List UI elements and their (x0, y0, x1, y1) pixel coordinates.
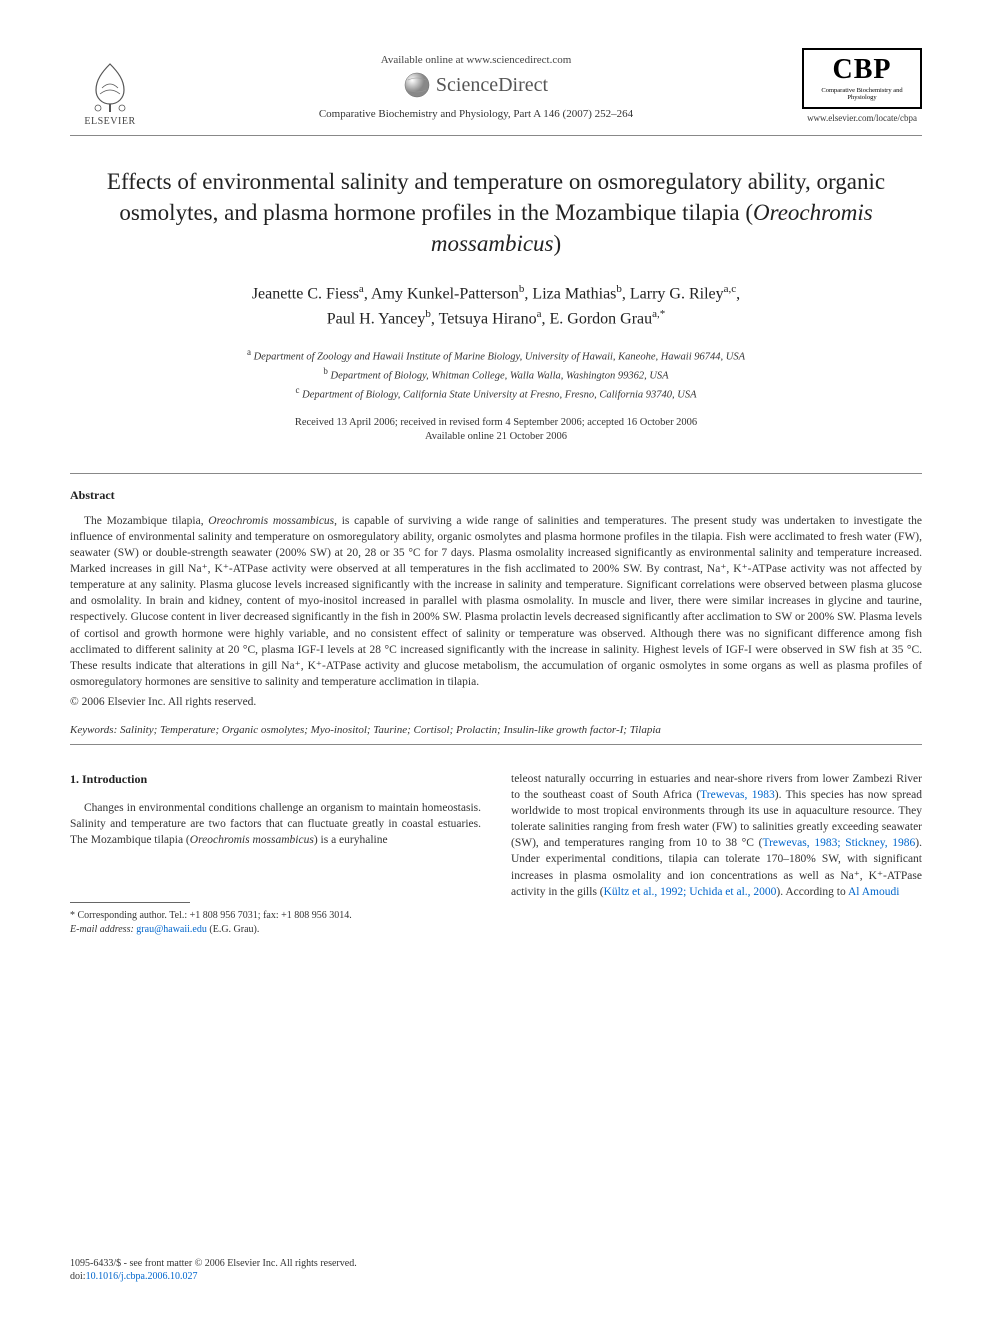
author-3-sup: b (616, 283, 622, 295)
center-header: Available online at www.sciencedirect.co… (150, 48, 802, 120)
intro-col1-species: Oreochromis mossambicus (190, 834, 314, 846)
aff-a: Department of Zoology and Hawaii Institu… (251, 351, 745, 362)
keywords-label: Keywords: (70, 724, 117, 736)
author-5: Paul H. Yancey (327, 311, 426, 328)
journal-logo-block: CBP Comparative Biochemistry and Physiol… (802, 48, 922, 123)
elsevier-label: ELSEVIER (84, 116, 135, 127)
intro-col2-paragraph: teleost naturally occurring in estuaries… (511, 771, 922, 900)
author-7-sup: a,* (652, 308, 665, 320)
aff-b: Department of Biology, Whitman College, … (328, 371, 669, 382)
sciencedirect-text: ScienceDirect (436, 74, 548, 97)
abstract-copyright: © 2006 Elsevier Inc. All rights reserved… (70, 696, 922, 708)
aff-c: Department of Biology, California State … (299, 390, 696, 401)
sciencedirect-logo: ScienceDirect (404, 72, 548, 98)
dates-line2: Available online 21 October 2006 (70, 430, 922, 445)
abstract-heading: Abstract (70, 488, 922, 503)
title-post: ) (554, 231, 562, 256)
header-divider (70, 135, 922, 136)
footnote-email[interactable]: grau@hawaii.edu (134, 924, 207, 935)
abstract-body: The Mozambique tilapia, Oreochromis moss… (70, 513, 922, 690)
footnote-email-row: E-mail address: grau@hawaii.edu (E.G. Gr… (70, 923, 481, 937)
keywords: Keywords: Salinity; Temperature; Organic… (70, 724, 922, 736)
affiliations: a Department of Zoology and Hawaii Insti… (70, 346, 922, 404)
footer-doi[interactable]: 10.1016/j.cbpa.2006.10.027 (86, 1271, 198, 1282)
author-1: Jeanette C. Fiess (252, 285, 359, 302)
author-3: Liza Mathias (532, 285, 616, 302)
journal-citation: Comparative Biochemistry and Physiology,… (150, 108, 802, 120)
page-header: ELSEVIER Available online at www.science… (70, 48, 922, 127)
dates-line1: Received 13 April 2006; received in revi… (70, 416, 922, 431)
corresponding-footnote: * Corresponding author. Tel.: +1 808 956… (70, 909, 481, 937)
keywords-divider (70, 744, 922, 745)
sciencedirect-icon (404, 72, 430, 98)
cbp-url: www.elsevier.com/locate/cbpa (802, 113, 922, 123)
cbp-subtitle: Comparative Biochemistry and Physiology (808, 87, 916, 101)
article-dates: Received 13 April 2006; received in revi… (70, 416, 922, 445)
author-6-sup: a (537, 308, 542, 320)
footnote-divider (70, 902, 190, 903)
author-2-sup: b (519, 283, 525, 295)
author-list: Jeanette C. Fiessa, Amy Kunkel-Patterson… (70, 281, 922, 332)
abstract-post: , is capable of surviving a wide range o… (70, 515, 922, 688)
abstract-species: Oreochromis mossambicus (208, 515, 334, 527)
cite-kultz-uchida[interactable]: Kültz et al., 1992; Uchida et al., 2000 (604, 886, 777, 898)
author-1-sup: a (359, 283, 364, 295)
column-left: 1. Introduction Changes in environmental… (70, 771, 481, 937)
cite-trewevas-stickney[interactable]: Trewevas, 1983; Stickney, 1986 (762, 837, 915, 849)
author-4-sup: a,c (724, 283, 737, 295)
author-7: E. Gordon Grau (549, 311, 652, 328)
elsevier-logo-block: ELSEVIER (70, 48, 150, 127)
article-title: Effects of environmental salinity and te… (70, 166, 922, 259)
footnote-email-label: E-mail address: (70, 924, 134, 935)
footnote-corr: * Corresponding author. Tel.: +1 808 956… (70, 909, 481, 923)
page-footer: 1095-6433/$ - see front matter © 2006 El… (70, 1257, 357, 1283)
footer-issn: 1095-6433/$ - see front matter © 2006 El… (70, 1257, 357, 1270)
intro-heading: 1. Introduction (70, 771, 481, 788)
footer-doi-label: doi: (70, 1271, 86, 1282)
cite-al-amoudi[interactable]: Al Amoudi (848, 886, 899, 898)
author-4: Larry G. Riley (630, 285, 724, 302)
cite-trewevas-1983a[interactable]: Trewevas, 1983 (700, 789, 775, 801)
intro-col1-paragraph: Changes in environmental conditions chal… (70, 800, 481, 848)
keywords-list: Salinity; Temperature; Organic osmolytes… (117, 724, 661, 736)
intro-col2-mid3: ). According to (776, 886, 848, 898)
cbp-letters: CBP (808, 56, 916, 84)
author-6: Tetsuya Hirano (439, 311, 537, 328)
elsevier-tree-icon (82, 58, 138, 114)
author-2: Amy Kunkel-Patterson (371, 285, 519, 302)
intro-col1-post: ) is a euryhaline (314, 834, 388, 846)
available-online-text: Available online at www.sciencedirect.co… (150, 54, 802, 66)
footnote-email-tail: (E.G. Grau). (207, 924, 259, 935)
cbp-box: CBP Comparative Biochemistry and Physiol… (802, 48, 922, 109)
footer-doi-row: doi:10.1016/j.cbpa.2006.10.027 (70, 1270, 357, 1283)
column-right: teleost naturally occurring in estuaries… (511, 771, 922, 937)
abstract-top-divider (70, 473, 922, 474)
abstract-pre: The Mozambique tilapia, (84, 515, 208, 527)
body-columns: 1. Introduction Changes in environmental… (70, 771, 922, 937)
author-5-sup: b (425, 308, 431, 320)
